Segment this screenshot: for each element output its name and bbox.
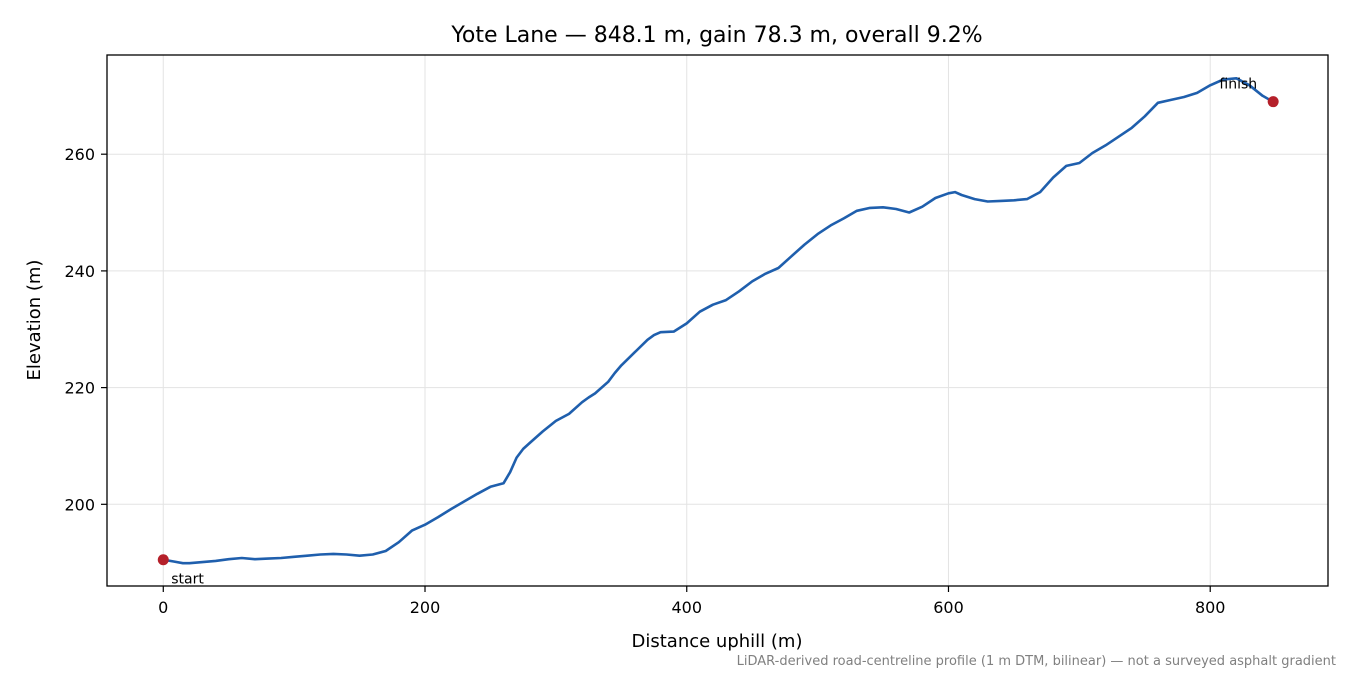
footnote: LiDAR-derived road-centreline profile (1…	[737, 654, 1336, 669]
y-tick-label: 240	[64, 262, 95, 281]
finish-label: finish	[1219, 77, 1257, 93]
x-tick-label: 600	[933, 598, 964, 617]
x-tick-label: 800	[1195, 598, 1226, 617]
elevation-line	[162, 77, 1275, 565]
start-marker	[157, 554, 169, 566]
finish-marker	[1267, 96, 1279, 108]
start-label: start	[171, 572, 204, 588]
x-tick-label: 400	[671, 598, 702, 617]
x-tick-label: 0	[158, 598, 168, 617]
series-layer	[162, 77, 1275, 565]
x-tick-label: 200	[410, 598, 441, 617]
axis-ticks: 0 200 400 600 800 200 220 240 260	[64, 145, 1225, 617]
y-tick-label: 260	[64, 145, 95, 164]
x-axis-label: Distance uphill (m)	[632, 631, 803, 652]
plot-frame	[106, 54, 1329, 587]
y-tick-label: 220	[64, 379, 95, 398]
y-tick-label: 200	[64, 495, 95, 514]
y-axis-label: Elevation (m)	[24, 260, 45, 381]
marker-layer: start finish	[157, 77, 1279, 588]
grid-lines	[107, 55, 1328, 586]
chart-title: Yote Lane — 848.1 m, gain 78.3 m, overal…	[450, 23, 982, 48]
